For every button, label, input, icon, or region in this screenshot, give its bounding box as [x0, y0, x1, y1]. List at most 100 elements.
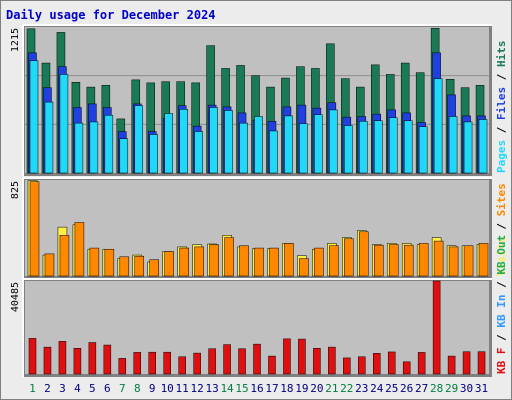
day-label: 2: [44, 382, 51, 395]
pages-bar: [403, 120, 413, 174]
pages-bar: [448, 116, 458, 174]
pages-bar: [209, 107, 218, 174]
pages-bar: [433, 78, 443, 174]
pages-bar: [164, 113, 173, 174]
pages-bar: [74, 122, 84, 174]
day-label: 26: [400, 382, 413, 395]
kbf-bar: [103, 344, 112, 375]
kbf-bar: [328, 346, 336, 375]
kbf-bar: [373, 353, 381, 375]
day-label: 25: [385, 382, 398, 395]
legend-entry: Visits: [495, 230, 508, 276]
legend-label: Pages / Files / Hits: [495, 41, 508, 174]
kbf-bar: [358, 356, 366, 375]
sites-bar: [433, 240, 444, 277]
legend-entry: Sites: [495, 183, 508, 216]
day-label: 7: [119, 382, 126, 395]
pages-bar: [254, 116, 263, 174]
day-label: 21: [325, 382, 338, 395]
legend-entry: /: [495, 67, 508, 80]
kbf-bar: [387, 351, 396, 375]
day-label: 23: [355, 382, 368, 395]
kbf-bar: [298, 338, 306, 375]
sites-bar: [448, 246, 459, 277]
day-label: 27: [415, 382, 428, 395]
legend-entry: KB In: [495, 288, 508, 328]
pages-bar: [29, 60, 39, 174]
kbf-bar: [163, 351, 171, 375]
kbf-bar: [28, 338, 37, 375]
day-label: 12: [191, 382, 204, 395]
kbf-bar: [417, 352, 426, 375]
day-label: 3: [59, 382, 66, 395]
day-label: 4: [74, 382, 81, 395]
day-label: 8: [134, 382, 141, 395]
pages-bar: [478, 119, 488, 174]
pages-bar: [224, 110, 233, 174]
day-label: 31: [475, 382, 488, 395]
sites-bar: [344, 238, 354, 277]
pages-bar: [418, 126, 428, 174]
legend-entry: /: [495, 275, 508, 288]
y-axis-max-label: 40485: [10, 282, 21, 312]
day-label: 9: [149, 382, 156, 395]
kbf-bar: [58, 341, 67, 375]
kbf-bar: [223, 344, 231, 375]
sites-bar: [149, 259, 159, 277]
day-label: 17: [265, 382, 278, 395]
sites-bar: [478, 243, 489, 277]
sites-bar: [29, 181, 40, 277]
sites-bar: [164, 251, 174, 277]
sites-bar: [314, 247, 324, 277]
pages-bar: [104, 115, 114, 174]
day-label: 1: [29, 382, 36, 395]
pages-bar: [359, 121, 368, 174]
sites-bar: [418, 243, 429, 277]
sites-bar: [194, 246, 204, 277]
day-label: 6: [104, 382, 111, 395]
pages-bar: [329, 109, 338, 174]
pages-bar: [44, 101, 54, 174]
pages-bar: [59, 74, 69, 174]
pages-bar: [89, 121, 99, 174]
sites-bar: [329, 245, 339, 277]
sites-bar: [89, 247, 100, 277]
sites-bar: [179, 247, 189, 277]
pages-bar: [299, 123, 308, 174]
legend-entry: Hits: [495, 41, 508, 68]
legend-entry: KB F: [495, 341, 508, 374]
sites-bar: [239, 245, 249, 277]
pages-bar: [374, 120, 383, 174]
legend-entry: Files: [495, 80, 508, 120]
day-label: 30: [460, 382, 473, 395]
day-label: 11: [176, 382, 189, 395]
kbf-bar: [343, 357, 351, 375]
sites-bar: [134, 255, 145, 277]
pages-bar: [194, 131, 203, 174]
day-label: 24: [370, 382, 384, 395]
pages-bar: [344, 125, 353, 174]
kbf-bar: [432, 280, 441, 375]
kbf-bar: [253, 343, 261, 375]
kbf-bar: [118, 358, 127, 375]
sites-bar: [104, 248, 115, 277]
chart-title: Daily usage for December 2024: [6, 8, 216, 22]
legend-label: KB F / KB In / KB Out: [495, 235, 508, 374]
day-label: 10: [161, 382, 174, 395]
y-axis-max-label: 1215: [10, 28, 21, 52]
day-label: 5: [89, 382, 96, 395]
y-axis-max-label: 825: [10, 181, 21, 199]
kbf-bar: [43, 346, 52, 375]
sites-bar: [359, 231, 369, 277]
kbf-bar: [178, 356, 186, 375]
sites-bar: [374, 244, 384, 277]
sites-bar: [388, 244, 399, 277]
legend-entry: Pages: [495, 133, 508, 173]
day-label: 15: [235, 382, 248, 395]
legend-entry: /: [495, 216, 508, 229]
pages-bar: [388, 117, 398, 174]
sites-bar: [403, 244, 414, 277]
sites-bar: [209, 244, 219, 277]
kbf-bar: [148, 351, 156, 375]
